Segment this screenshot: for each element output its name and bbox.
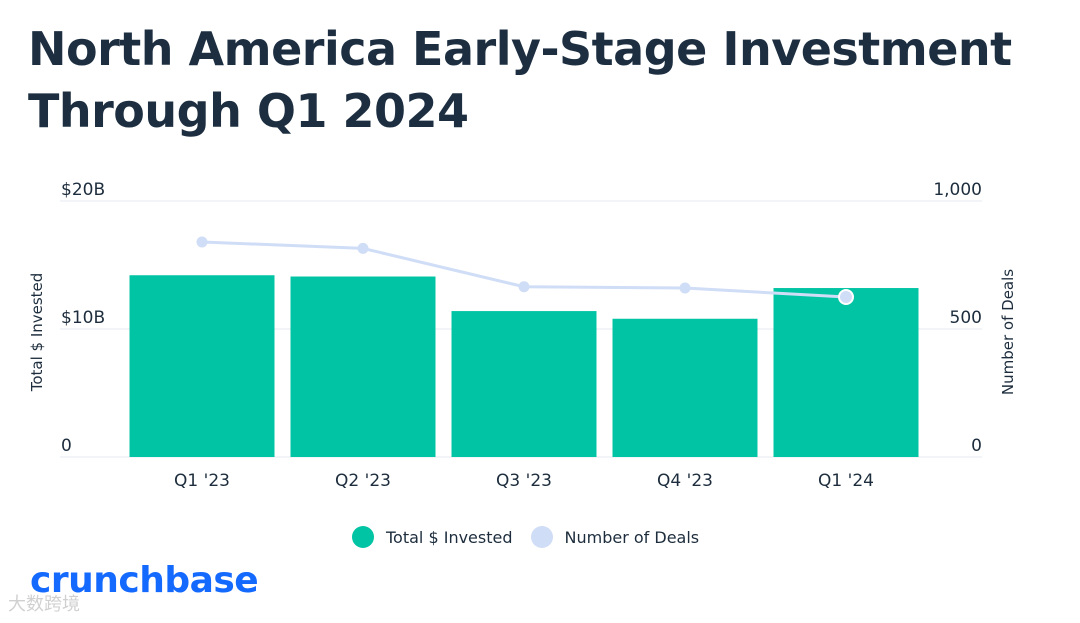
bar-3 — [612, 318, 758, 457]
chart-title: North America Early-Stage Investment Thr… — [28, 18, 1048, 142]
bar-4 — [773, 288, 919, 457]
deals-point-3 — [679, 282, 691, 294]
legend-label-deals: Number of Deals — [564, 527, 700, 547]
y-left-tick-label: $20B — [61, 180, 105, 200]
y-left-axis-title: Total $ Invested — [28, 273, 46, 393]
y-right-axis-title: Number of Deals — [999, 269, 1017, 395]
x-tick-label: Q2 '23 — [335, 471, 391, 491]
y-right-tick-label: 1,000 — [933, 180, 982, 200]
bar-0 — [129, 275, 275, 457]
title-line-2: Through Q1 2024 — [28, 84, 469, 138]
deals-point-4 — [838, 289, 854, 305]
legend: Total $ Invested Number of Deals — [352, 526, 717, 548]
deals-point-1 — [357, 242, 369, 254]
legend-item-deals: Number of Deals — [530, 526, 700, 548]
y-right-tick-label: 0 — [971, 436, 982, 456]
y-left-tick-label: $10B — [61, 308, 105, 328]
watermark: 大数跨境 — [8, 594, 80, 615]
bar-2 — [451, 311, 597, 457]
legend-swatch-deals — [530, 526, 553, 548]
deals-point-0 — [196, 236, 208, 248]
y-left-tick-label: 0 — [61, 436, 72, 456]
legend-label-invested: Total $ Invested — [386, 527, 513, 547]
x-tick-label: Q1 '23 — [174, 471, 230, 491]
x-tick-label: Q3 '23 — [496, 471, 552, 491]
deals-point-2 — [518, 281, 530, 293]
title-line-1: North America Early-Stage Investment — [28, 22, 1012, 76]
legend-swatch-invested — [352, 526, 374, 548]
bar-1 — [290, 276, 436, 457]
brand-logo: crunchbase — [30, 560, 259, 601]
x-tick-label: Q1 '24 — [818, 471, 874, 491]
x-tick-label: Q4 '23 — [657, 471, 713, 491]
legend-item-invested: Total $ Invested — [352, 526, 513, 548]
y-right-tick-label: 500 — [950, 308, 982, 328]
